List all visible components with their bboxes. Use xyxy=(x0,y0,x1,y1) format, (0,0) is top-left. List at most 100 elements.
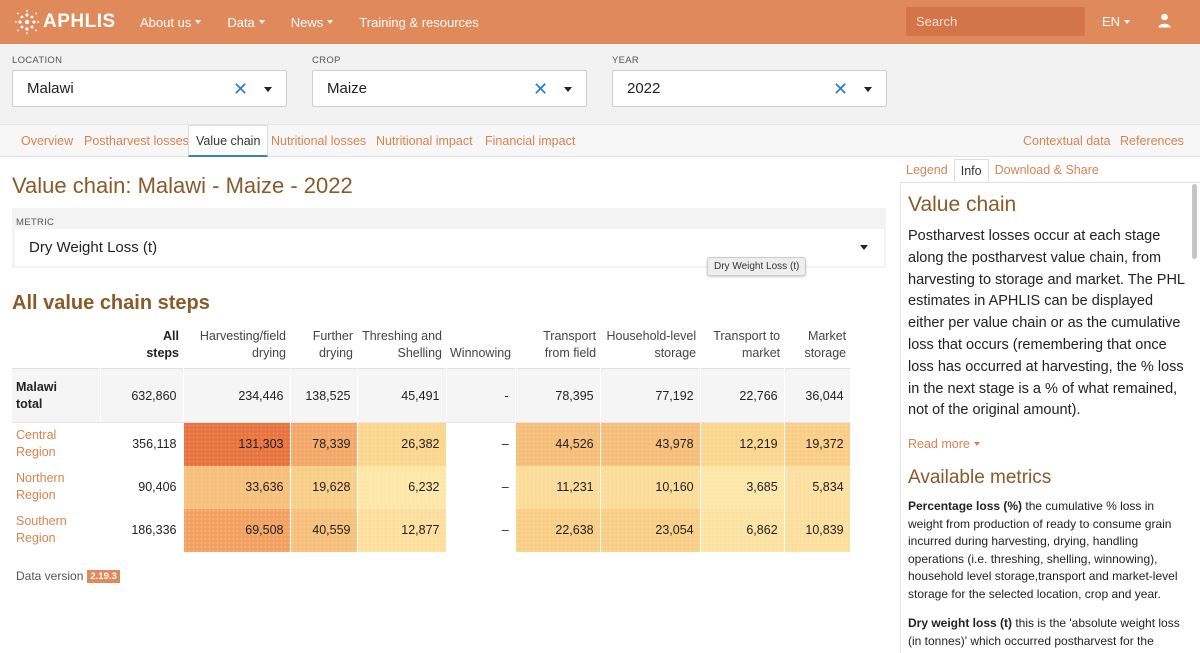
brand-name: APHLIS xyxy=(43,11,116,32)
crop-select[interactable]: Maize ✕ xyxy=(312,70,587,107)
location-select[interactable]: Malawi ✕ xyxy=(12,70,287,107)
dropdown-arrow-icon[interactable] xyxy=(564,87,572,92)
row-label-line: Southern xyxy=(16,514,67,528)
metric-name: Percentage loss (%) xyxy=(908,499,1023,513)
table-cell: 43,978 xyxy=(600,422,701,466)
nav-about-us-label: About us xyxy=(140,14,192,30)
header-line: Harvesting/field xyxy=(199,329,286,343)
table-cell: 6,232 xyxy=(357,465,447,509)
column-header-all-steps[interactable]: All steps xyxy=(100,324,183,369)
table-cell: 356,118 xyxy=(100,422,184,466)
table-cell: 234,446 xyxy=(183,368,291,423)
column-header-household-storage[interactable]: Household-level storage xyxy=(600,324,700,369)
location-label: LOCATION xyxy=(12,55,63,66)
metric-text: this is the 'absolute weight loss (in to… xyxy=(908,616,1180,653)
table-cell: 12,877 xyxy=(357,508,447,552)
table-cell: 5,834 xyxy=(784,465,851,509)
row-label[interactable]: Central Region xyxy=(12,422,101,466)
column-header xyxy=(12,324,100,369)
tab-contextual-data[interactable]: Contextual data xyxy=(1023,134,1111,148)
column-header-market-storage[interactable]: Market storage xyxy=(784,324,850,369)
tab-legend[interactable]: Legend xyxy=(906,163,948,177)
column-header-winnowing[interactable]: Winnowing xyxy=(446,324,515,369)
column-header-threshing[interactable]: Threshing and Shelling xyxy=(357,324,446,369)
metric-label: METRIC xyxy=(16,217,55,228)
user-menu[interactable] xyxy=(1158,13,1171,33)
table-body: Malawi total 632,860 234,446 138,525 45,4… xyxy=(12,368,851,552)
header-line: Threshing and xyxy=(362,329,442,343)
data-version-label: Data version xyxy=(16,569,84,583)
table-header-row: All steps Harvesting/field drying Further d… xyxy=(12,324,850,369)
tab-value-chain[interactable]: Value chain xyxy=(188,125,269,157)
header-line: drying xyxy=(251,346,286,360)
tab-info[interactable]: Info xyxy=(953,159,989,183)
column-header-transport-field[interactable]: Transport from field xyxy=(515,324,600,369)
clear-icon[interactable]: ✕ xyxy=(233,79,249,99)
read-more-label: Read more xyxy=(908,437,970,451)
nav-training-resources[interactable]: Training & resources xyxy=(359,15,478,30)
tab-overview[interactable]: Overview xyxy=(21,134,74,148)
info-body: Postharvest losses occur at each stage a… xyxy=(908,228,1185,419)
user-icon xyxy=(1158,13,1171,28)
table-cell: 6,862 xyxy=(700,508,785,552)
header-line: storage xyxy=(804,346,847,360)
chevron-down-icon xyxy=(258,20,265,24)
metric-value: Dry Weight Loss (t) xyxy=(29,239,158,256)
clear-icon[interactable]: ✕ xyxy=(533,79,549,99)
crop-filter: CROP Maize ✕ xyxy=(312,44,587,107)
table-cell: – xyxy=(446,422,516,466)
table-cell: 22,766 xyxy=(700,368,785,423)
search-box xyxy=(906,7,1092,36)
table-cell: 10,839 xyxy=(784,508,851,552)
metrics-title: Available metrics xyxy=(908,467,1052,488)
table-cell: 138,525 xyxy=(290,368,358,423)
side-panel-tabs: Legend Info Download & Share xyxy=(900,159,1105,183)
column-header-harvesting[interactable]: Harvesting/field drying xyxy=(183,324,290,369)
section-title: All value chain steps xyxy=(12,292,210,314)
tab-financial-impact[interactable]: Financial impact xyxy=(485,134,576,148)
page-tabs: Overview Postharvest losses Value chain … xyxy=(0,124,1200,157)
brand-logo[interactable]: APHLIS xyxy=(14,9,126,35)
search-input[interactable] xyxy=(916,14,1092,29)
tab-nutritional-losses[interactable]: Nutritional losses xyxy=(271,134,367,148)
language-selector[interactable]: EN xyxy=(1102,14,1131,29)
column-header-further-drying[interactable]: Further drying xyxy=(290,324,357,369)
table-row: Northern Region 90,406 33,636 19,628 6,232–11… xyxy=(12,465,851,509)
table-row: Central Region 356,118 131,303 78,339 26,382–… xyxy=(12,422,851,466)
row-label-line: Region xyxy=(16,488,56,502)
dropdown-arrow-icon[interactable] xyxy=(864,87,872,92)
clear-icon[interactable]: ✕ xyxy=(833,79,849,99)
dropdown-arrow-icon[interactable] xyxy=(860,245,868,250)
header-line: from field xyxy=(544,346,597,360)
year-label: YEAR xyxy=(612,55,640,66)
table-cell: 33,636 xyxy=(183,465,291,509)
tab-nutritional-impact[interactable]: Nutritional impact xyxy=(376,134,473,148)
table-cell: 44,526 xyxy=(515,422,601,466)
header-line: All xyxy=(163,329,179,343)
chevron-down-icon xyxy=(1124,19,1131,24)
read-more-link[interactable]: Read more xyxy=(908,437,980,451)
location-filter: LOCATION Malawi ✕ xyxy=(12,44,287,107)
nav-about-us[interactable]: About us xyxy=(140,14,202,30)
metric-text: the cumulative % loss in weight from pro… xyxy=(908,499,1178,601)
header-line: Transport to xyxy=(713,329,781,343)
table-cell: 186,336 xyxy=(100,508,184,552)
table-cell: 36,044 xyxy=(784,368,851,423)
language-label: EN xyxy=(1102,14,1121,29)
tab-download-share[interactable]: Download & Share xyxy=(994,163,1099,177)
year-select[interactable]: 2022 ✕ xyxy=(612,70,887,107)
data-version: Data version 2.19.3 xyxy=(16,569,120,583)
dropdown-arrow-icon[interactable] xyxy=(264,87,272,92)
panel-scrollbar[interactable] xyxy=(1192,184,1197,259)
row-label[interactable]: Southern Region xyxy=(12,508,101,552)
table-cell: 19,628 xyxy=(290,465,358,509)
location-value: Malawi xyxy=(27,80,74,97)
nav-data[interactable]: Data xyxy=(227,15,265,30)
table-cell: 131,303 xyxy=(183,422,291,466)
column-header-transport-market[interactable]: Transport to market xyxy=(700,324,784,369)
row-label-line: Region xyxy=(16,531,56,545)
row-label[interactable]: Northern Region xyxy=(12,465,101,509)
tab-references[interactable]: References xyxy=(1120,134,1184,148)
tab-postharvest-losses[interactable]: Postharvest losses xyxy=(84,134,189,148)
nav-news[interactable]: News xyxy=(291,15,334,30)
